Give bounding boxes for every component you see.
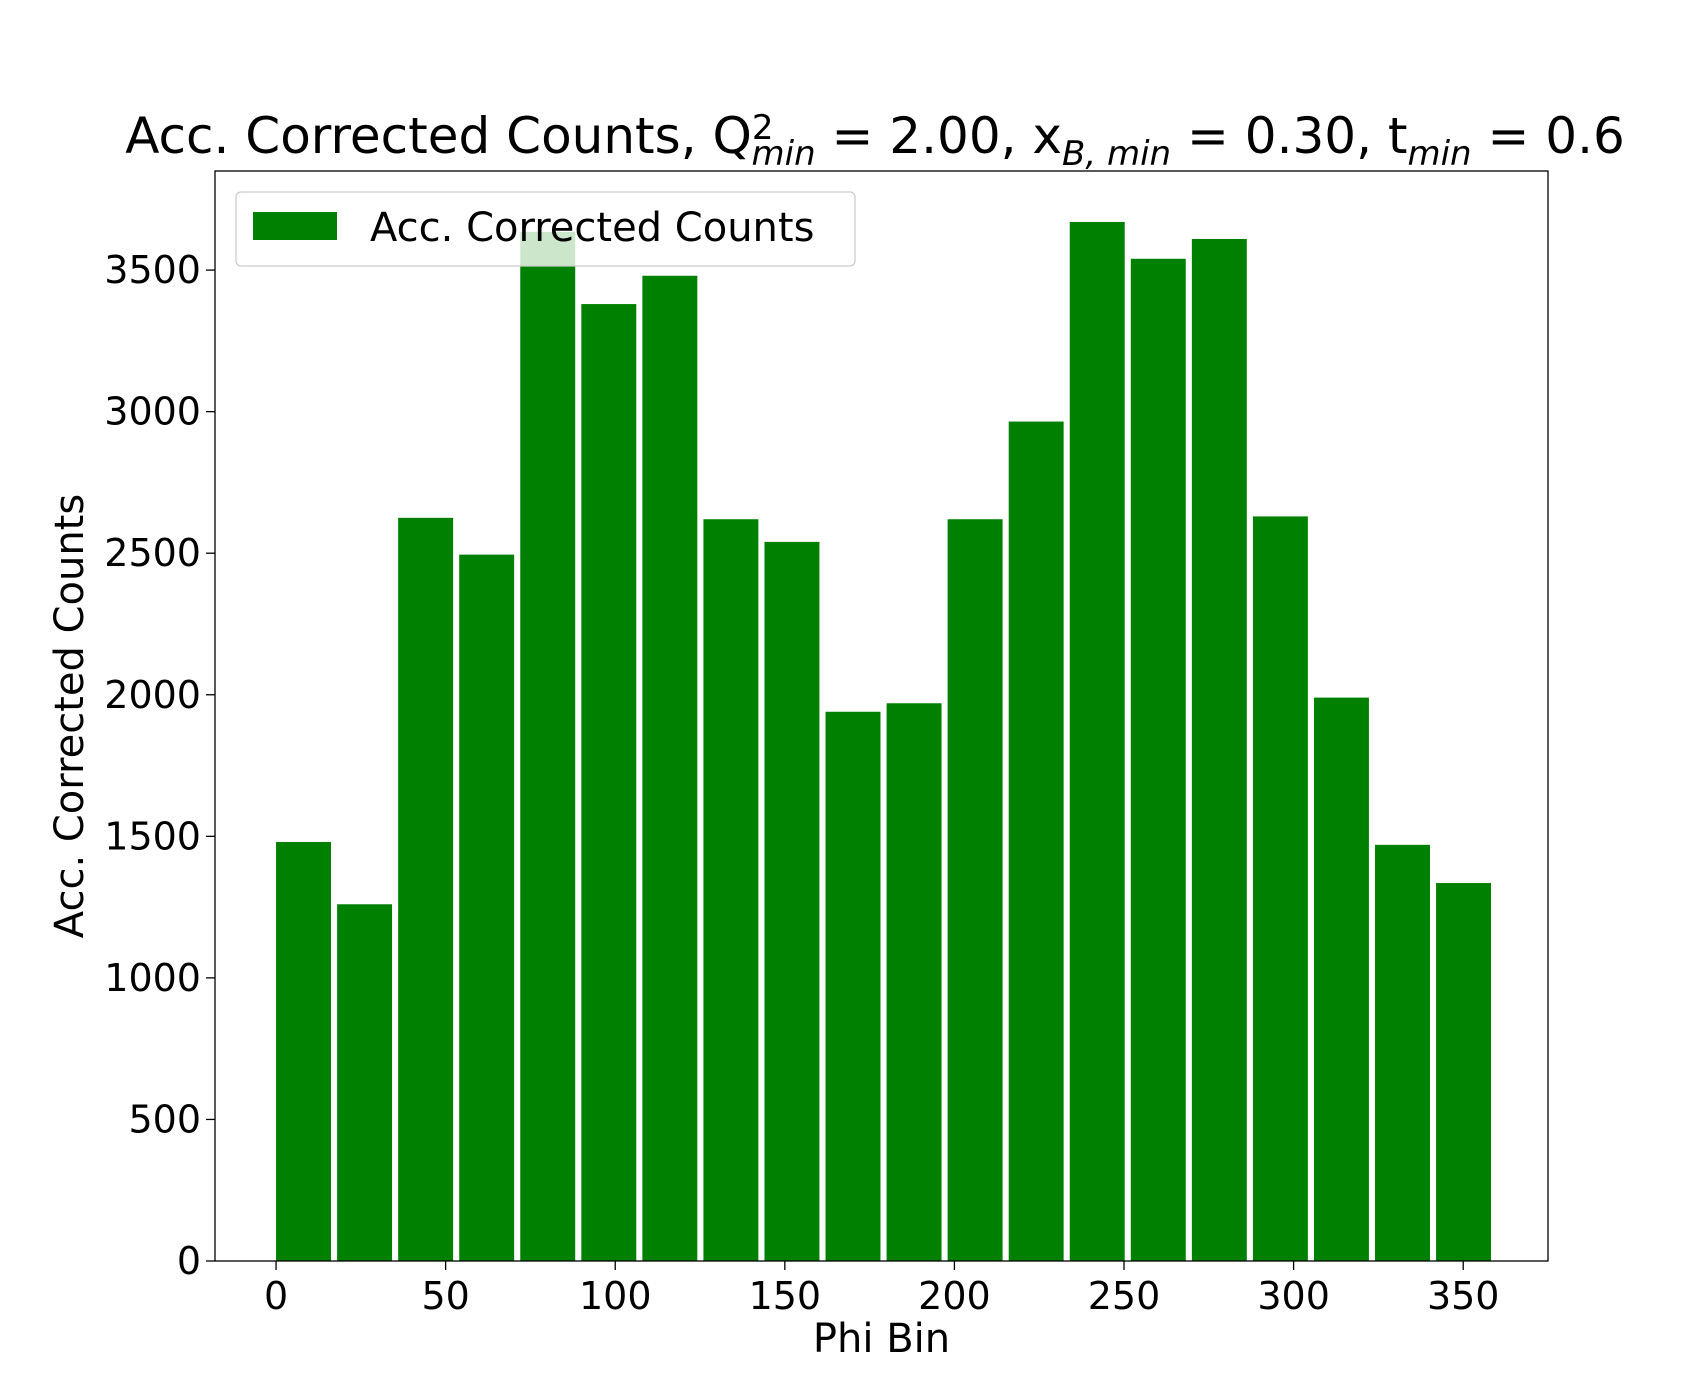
y-tick-label: 0 (177, 1239, 201, 1283)
bar (886, 703, 942, 1261)
bar (764, 541, 820, 1261)
title-part: 2 (752, 108, 774, 148)
x-axis-label: Phi Bin (813, 1316, 950, 1362)
y-tick-label: 2000 (104, 673, 201, 717)
chart-title: Acc. Corrected Counts, Q2 min = 2.00, xB,… (125, 107, 1625, 174)
bar (398, 517, 454, 1261)
y-tick-label: 2500 (104, 531, 201, 575)
bar (337, 904, 393, 1261)
bar (1008, 421, 1064, 1261)
bar (1191, 238, 1247, 1261)
y-tick-label: 1500 (104, 814, 201, 858)
bar (1313, 697, 1369, 1261)
x-tick-label: 250 (1088, 1274, 1161, 1318)
bar (1375, 844, 1430, 1261)
bar (1436, 883, 1492, 1261)
legend-swatch (253, 212, 337, 240)
x-tick-label: 50 (421, 1274, 469, 1318)
bar (520, 231, 576, 1262)
title-part: = 2.00, x (816, 107, 1062, 165)
y-tick-label: 500 (128, 1097, 201, 1141)
x-tick-label: 200 (918, 1274, 991, 1318)
x-tick-label: 100 (579, 1274, 652, 1318)
bar (459, 554, 515, 1261)
title-part: min (1407, 134, 1471, 174)
y-axis: 0 500 1000 1500 2000 2500 3000 3500 (104, 248, 215, 1283)
bar (581, 304, 637, 1261)
y-tick-label: 3500 (104, 248, 201, 292)
legend: Acc. Corrected Counts (235, 191, 856, 267)
bar (947, 519, 1003, 1261)
bar (1130, 258, 1186, 1261)
x-axis: 0 50 100 150 200 250 300 350 (264, 1261, 1500, 1318)
bar (1252, 516, 1308, 1261)
x-tick-label: 0 (264, 1274, 288, 1318)
bar (825, 711, 881, 1261)
title-part: = 0.30, t (1171, 107, 1407, 165)
x-tick-label: 300 (1257, 1274, 1330, 1318)
bar (703, 519, 759, 1261)
plot-frame (214, 170, 1549, 1262)
y-tick-label: 3000 (104, 390, 201, 434)
title-part: Acc. Corrected Counts, Q (125, 107, 752, 165)
legend-box (235, 191, 856, 267)
legend-label: Acc. Corrected Counts (370, 205, 814, 251)
bar (276, 841, 332, 1261)
bars-group (276, 221, 1492, 1262)
x-tick-label: 350 (1427, 1274, 1500, 1318)
title-part: B, min (1062, 134, 1171, 174)
y-tick-label: 1000 (104, 956, 201, 1000)
x-tick-label: 150 (749, 1274, 822, 1318)
title-part: min (752, 134, 816, 174)
title-part: = 0.6 (1472, 107, 1625, 165)
y-axis-label: Acc. Corrected Counts (47, 494, 93, 938)
bar (642, 275, 698, 1261)
bar (1069, 221, 1125, 1261)
